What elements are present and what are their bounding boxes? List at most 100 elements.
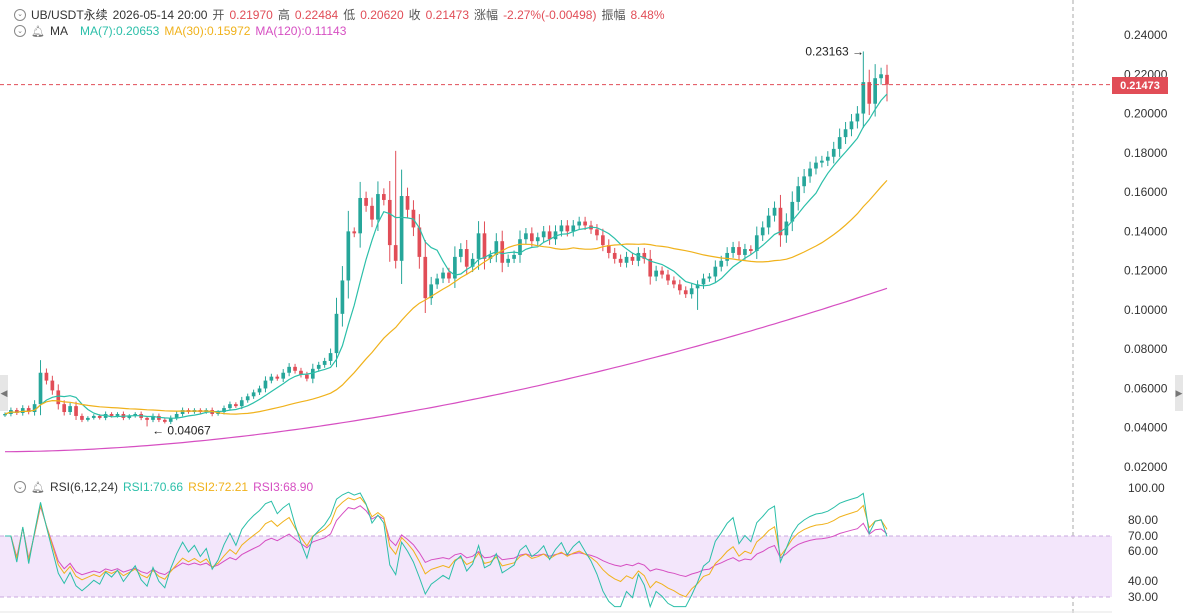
rsi-collapse-chevron-icon[interactable]: ⌄ (14, 481, 26, 493)
rsi2-legend: RSI2:72.21 (188, 480, 249, 494)
candle-body (15, 410, 19, 413)
candle-body (707, 276, 712, 279)
candle-body (529, 233, 534, 242)
candle-body (334, 313, 339, 354)
candle-body (263, 380, 268, 389)
candle-body (743, 249, 747, 255)
candle-body (74, 406, 78, 416)
collapse-chevron-icon[interactable]: ⌄ (14, 8, 26, 21)
candle-body (601, 235, 605, 246)
rsi1-legend: RSI1:70.66 (123, 480, 184, 494)
chevron-left-icon: ◀ (0, 387, 8, 398)
candle-body (595, 229, 599, 236)
candle-body (310, 368, 315, 379)
candle-body (867, 82, 872, 104)
rsi-band (0, 536, 1112, 597)
candle-body (299, 370, 303, 375)
candle-body (358, 197, 363, 234)
candle-body (802, 176, 806, 187)
candle-body (464, 249, 469, 267)
candle-body (677, 284, 682, 291)
candle-body (737, 247, 741, 255)
candle-body (275, 376, 280, 379)
candle-body (577, 221, 582, 226)
candle-body (257, 388, 262, 393)
bell-icon[interactable]: 🔔︎ (31, 25, 45, 38)
candle-body (352, 231, 357, 234)
candle-body (766, 215, 771, 228)
candle-body (382, 194, 386, 200)
candle-body (305, 374, 309, 379)
price-axis-label: 0.02000 (1124, 460, 1168, 474)
candle-body (666, 274, 670, 281)
candle-body (86, 417, 90, 420)
candle-body (364, 197, 368, 206)
candle-body (269, 376, 274, 381)
candle-body (328, 353, 333, 361)
price-axis-label: 0.04000 (1124, 421, 1168, 435)
left-scroll-handle[interactable]: ◀ (0, 375, 8, 411)
candle-body (855, 113, 860, 122)
candle-body (346, 231, 351, 281)
candle-body (648, 258, 653, 277)
candle-body (293, 366, 297, 371)
high-label: 高 (277, 8, 290, 22)
close-label: 收 (408, 8, 421, 22)
rsi3-legend: RSI3:68.90 (253, 480, 314, 494)
ma120-line (5, 287, 888, 453)
right-scroll-handle[interactable]: ▶ (1175, 375, 1183, 411)
rsi-name[interactable]: RSI(6,12,24) (49, 480, 119, 494)
candle-body (32, 404, 37, 413)
candle-body (145, 417, 149, 420)
candle-body (222, 408, 226, 413)
candle-body (376, 194, 380, 220)
candle-body (754, 235, 759, 251)
candle-body (654, 270, 658, 277)
candle-body (251, 392, 256, 397)
ma-collapse-chevron-icon[interactable]: ⌄ (14, 25, 26, 37)
candle-body (790, 201, 795, 222)
high-value: 0.22484 (294, 7, 339, 22)
candle-body (109, 413, 114, 416)
rsi-axis-label: 80.00 (1128, 513, 1158, 527)
open-value: 0.21970 (229, 7, 273, 22)
candle-body (825, 156, 830, 161)
ma-legend: ⌄ 🔔︎ MA MA(7):0.20653 MA(30):0.15972 MA(… (0, 24, 351, 38)
candle-body (399, 196, 404, 261)
candle-body (38, 372, 43, 405)
candle-body (820, 160, 824, 163)
chevron-right-icon: ▶ (1175, 387, 1183, 398)
candle-body (370, 205, 374, 220)
candle-body (541, 231, 546, 238)
candle-body (387, 199, 392, 246)
candle-body (814, 162, 818, 169)
symbol-label[interactable]: UB/USDT永续 (31, 8, 108, 22)
close-value: 0.21473 (425, 7, 470, 22)
candle-body (535, 237, 540, 242)
candle-body (636, 252, 641, 261)
ma-name[interactable]: MA (49, 24, 68, 38)
candle-body (151, 415, 155, 420)
candle-body (405, 196, 410, 210)
candle-body (458, 249, 463, 257)
open-label: 开 (212, 8, 225, 22)
candle-body (683, 290, 688, 295)
candle-body (873, 78, 877, 104)
candle-body (322, 360, 327, 365)
price-axis-label: 0.24000 (1124, 28, 1168, 42)
candle-body (3, 413, 7, 416)
candle-body (695, 284, 700, 289)
candle-body (796, 186, 801, 202)
candle-body (701, 278, 706, 285)
price-axis-label: 0.14000 (1124, 224, 1168, 238)
price-axis-label: 0.12000 (1124, 264, 1168, 278)
candle-body (80, 415, 84, 420)
candle-body (630, 256, 635, 261)
candle-body (476, 233, 481, 259)
ma30-line (4, 179, 888, 415)
candle-body (239, 400, 244, 407)
price-axis-label: 0.10000 (1124, 303, 1168, 317)
rsi-bell-icon[interactable]: 🔔︎ (31, 481, 45, 494)
